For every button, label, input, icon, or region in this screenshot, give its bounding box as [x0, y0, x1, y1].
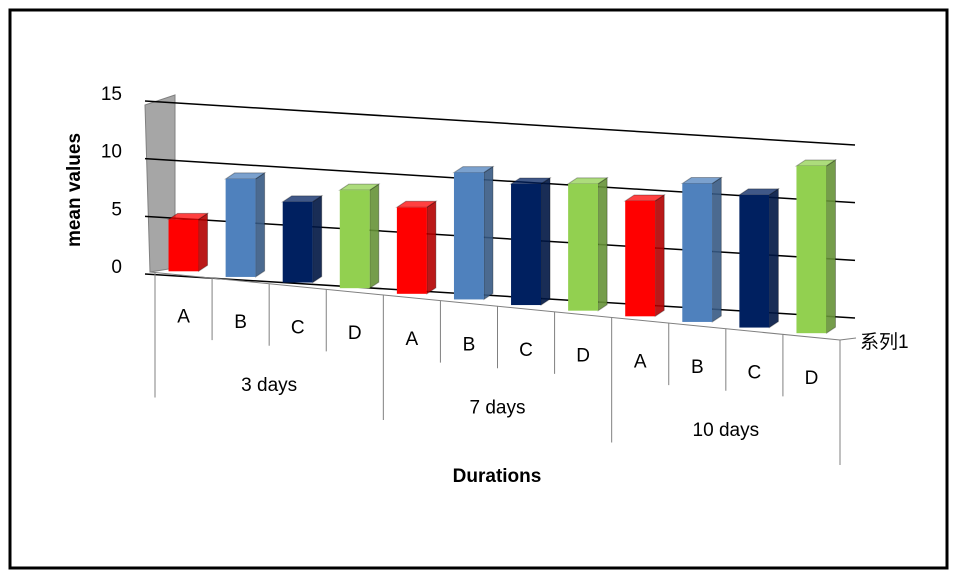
bar-side: [255, 171, 266, 278]
group-label: 3 days: [241, 375, 297, 396]
group-label: 10 days: [693, 420, 760, 441]
x-tick-label: A: [177, 306, 190, 327]
x-tick-label: D: [348, 323, 362, 344]
x-tick-label: B: [463, 334, 476, 355]
bar: [625, 200, 656, 317]
y-axis-title: mean values: [64, 133, 85, 247]
bar-side: [825, 159, 836, 335]
bar-side: [540, 177, 551, 306]
bar: [682, 183, 713, 322]
bar: [282, 201, 313, 283]
x-tick-label: C: [748, 363, 762, 384]
x-tick-label: C: [519, 340, 533, 361]
axis-line: [149, 271, 841, 341]
bar: [739, 194, 770, 328]
bar: [225, 178, 256, 277]
bar-side: [198, 212, 209, 273]
bar: [339, 190, 370, 289]
grid-line: [144, 273, 856, 319]
bar-side: [369, 183, 380, 290]
y-tick-label: 0: [111, 257, 122, 278]
bar: [453, 172, 484, 300]
bar: [796, 165, 827, 334]
bar-side: [597, 176, 608, 312]
grid-line: [144, 100, 856, 146]
bar-side: [426, 200, 437, 295]
bar: [168, 219, 199, 272]
x-tick-label: B: [691, 357, 704, 378]
y-tick-label: 5: [111, 199, 122, 220]
x-tick-label: A: [406, 329, 419, 350]
bar-side: [312, 194, 323, 284]
x-tick-label: D: [805, 368, 819, 389]
bar: [568, 183, 599, 311]
bar-side: [654, 194, 665, 318]
x-axis-title: Durations: [453, 466, 542, 487]
bar-side: [711, 176, 722, 323]
bar: [511, 183, 542, 306]
y-tick-label: 15: [101, 84, 122, 105]
x-tick-label: A: [634, 351, 647, 372]
y-tick-label: 10: [101, 142, 122, 163]
x-tick-label: D: [576, 346, 590, 367]
depth-tick: [839, 337, 857, 341]
x-tick-label: B: [234, 312, 247, 333]
bar-side: [483, 165, 494, 301]
group-label: 7 days: [470, 397, 526, 418]
series-label: 系列1: [860, 331, 909, 353]
x-tick-label: C: [291, 318, 305, 339]
grid-line: [144, 157, 856, 204]
bar-side: [768, 187, 779, 329]
bar: [396, 207, 427, 294]
